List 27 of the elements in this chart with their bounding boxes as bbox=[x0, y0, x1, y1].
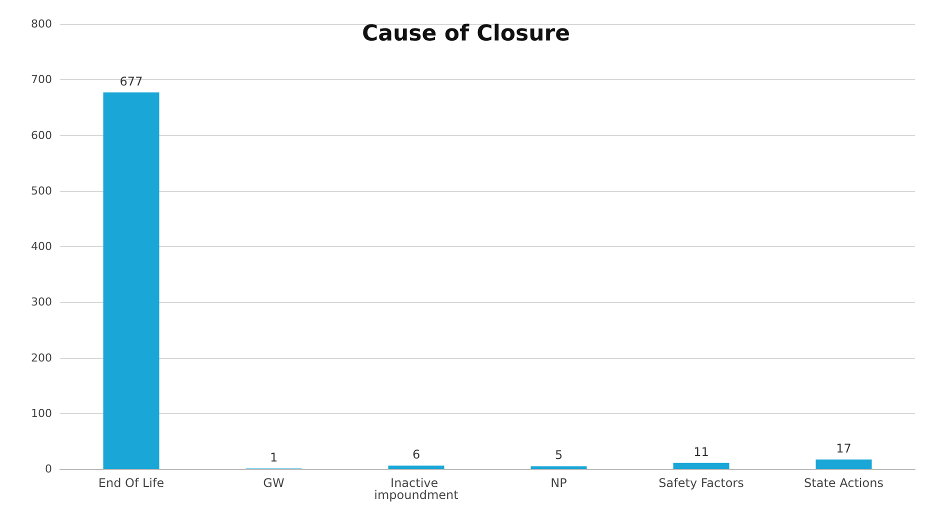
x-tick-label: End Of Life bbox=[98, 476, 164, 490]
bar bbox=[530, 466, 587, 469]
y-tick-label: 200 bbox=[31, 351, 52, 364]
y-tick-label: 400 bbox=[31, 240, 52, 253]
y-tick-label: 0 bbox=[45, 462, 52, 476]
y-tick-label: 800 bbox=[31, 18, 52, 30]
x-tick-label: Safety Factors bbox=[658, 476, 744, 490]
bar bbox=[673, 462, 730, 469]
x-tick-label: State Actions bbox=[804, 476, 884, 490]
data-label: 6 bbox=[412, 448, 420, 462]
x-tick-label: NP bbox=[550, 476, 567, 490]
bar bbox=[816, 460, 872, 469]
data-label: 17 bbox=[836, 442, 852, 456]
data-label: 5 bbox=[554, 448, 563, 462]
x-tick-label: Inactive impoundment bbox=[374, 476, 459, 502]
data-label: 11 bbox=[694, 444, 709, 459]
chart-title: Cause of Closure bbox=[362, 22, 570, 46]
y-tick-label: 300 bbox=[31, 296, 52, 309]
data-label: 1 bbox=[270, 450, 278, 464]
y-tick-label: 600 bbox=[31, 128, 52, 142]
bar bbox=[103, 92, 160, 469]
y-tick-label: 500 bbox=[31, 184, 52, 198]
y-tick-label: 100 bbox=[31, 406, 52, 420]
x-tick-label: GW bbox=[263, 476, 284, 490]
y-tick-label: 700 bbox=[31, 73, 52, 86]
bar bbox=[388, 466, 444, 469]
data-label: 677 bbox=[120, 74, 143, 88]
